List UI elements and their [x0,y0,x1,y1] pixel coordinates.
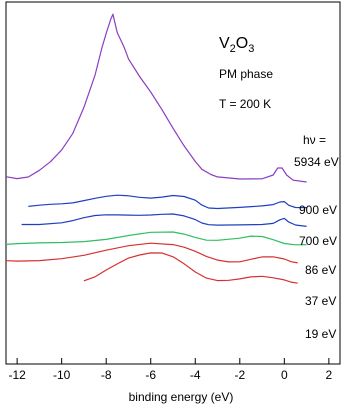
x-tick-label: 0 [281,368,288,382]
x-tick-label: -6 [145,368,156,382]
series-label: 900 eV [299,203,337,217]
chart-title: V2O3 [219,35,254,55]
x-tick-label: -12 [8,368,26,382]
series-label: 37 eV [305,294,336,308]
series-label: 86 eV [305,263,336,277]
x-tick-label: -8 [101,368,112,382]
series-group [5,13,307,284]
series-line [5,13,307,183]
series-line [83,252,298,284]
series-label: 5934 eV [294,155,339,169]
series-label: 700 eV [299,234,337,248]
x-tick-label: 2 [326,368,333,382]
series-line [28,194,307,210]
series-line [21,213,307,227]
temperature-annotation: T = 200 K [219,97,271,111]
photon-energy-symbol: hν = [303,133,326,147]
x-axis-label: binding energy (eV) [129,390,234,404]
x-tick-label: -10 [53,368,71,382]
series-line [5,231,307,246]
x-tick-label: -4 [190,368,201,382]
series-label: 19 eV [305,327,336,341]
x-tick-label: -2 [234,368,245,382]
plot-frame [5,1,341,365]
series-line [5,242,298,264]
series-labels: 5934 eV 900 eV 700 eV 86 eV 37 eV 19 eV [294,155,339,341]
phase-annotation: PM phase [219,67,273,81]
x-ticks: -12 -10 -8 -6 -4 -2 0 2 [8,358,333,382]
